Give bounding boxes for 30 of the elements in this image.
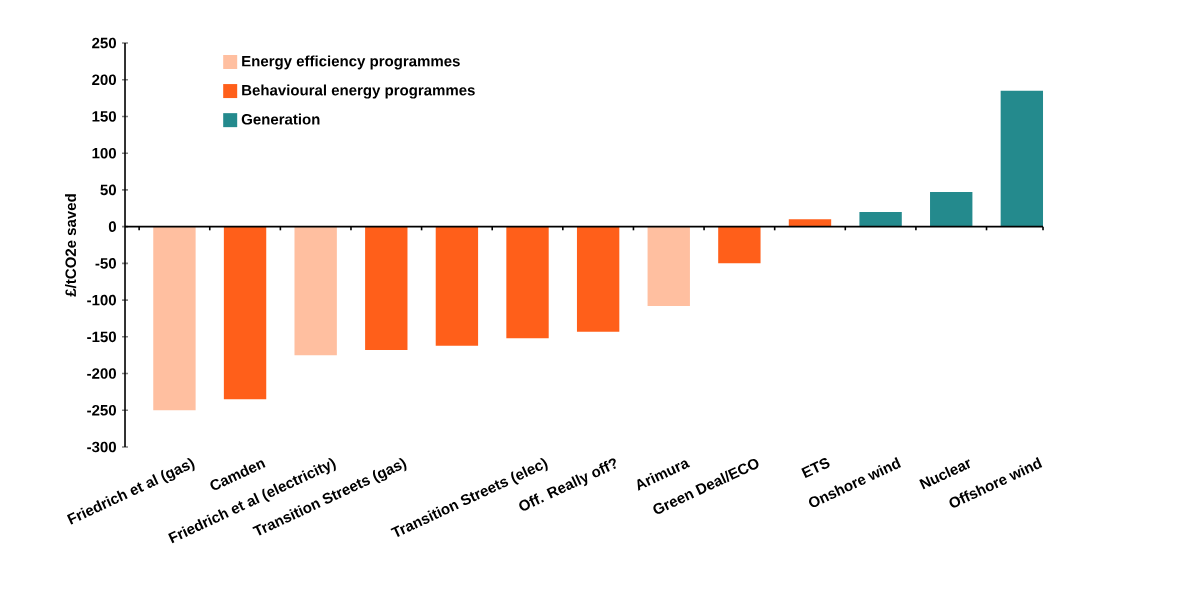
y-tick-label: -100 bbox=[87, 294, 116, 306]
bar bbox=[647, 226, 690, 306]
y-tick-label: 0 bbox=[108, 221, 116, 232]
y-tick-label: 250 bbox=[92, 37, 116, 49]
bar bbox=[576, 226, 620, 332]
bar bbox=[294, 226, 337, 356]
bar bbox=[223, 226, 267, 400]
y-tick-label: -250 bbox=[87, 404, 116, 416]
y-tick-label: -300 bbox=[87, 441, 116, 453]
legend-label: Behavioural energy programmes bbox=[242, 84, 475, 99]
bar bbox=[859, 211, 902, 227]
bar bbox=[788, 219, 832, 227]
y-axis-title: £/tCO2e saved bbox=[65, 194, 77, 297]
bar bbox=[930, 192, 973, 227]
bar bbox=[153, 226, 196, 411]
legend-label: Energy efficiency programmes bbox=[242, 55, 460, 70]
legend-label: Generation bbox=[241, 113, 320, 125]
y-tick-label: 150 bbox=[92, 111, 116, 122]
bar bbox=[1000, 90, 1044, 227]
bar bbox=[365, 226, 408, 351]
bar bbox=[506, 226, 549, 339]
bar bbox=[718, 226, 761, 264]
y-tick-label: 50 bbox=[100, 184, 116, 196]
y-tick-label: 100 bbox=[92, 147, 116, 159]
y-tick-label: -200 bbox=[87, 368, 116, 379]
y-tick-label: -150 bbox=[87, 331, 116, 343]
y-tick-label: 200 bbox=[92, 74, 116, 86]
bar bbox=[435, 226, 479, 346]
x-tick-label: ETS bbox=[801, 458, 830, 479]
y-tick-label: -50 bbox=[95, 258, 116, 269]
